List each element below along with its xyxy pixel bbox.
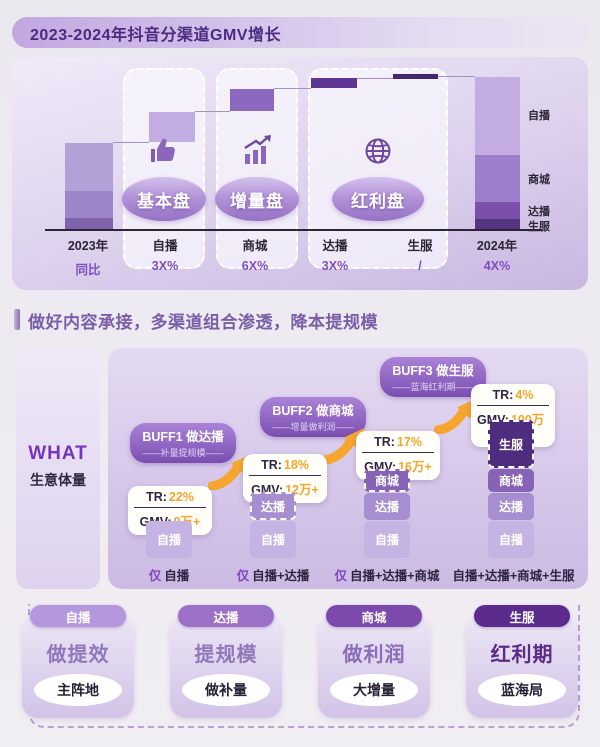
card-shangcheng-title: 做利润 <box>342 644 406 666</box>
card-shangcheng-badge: 大增量 <box>330 674 418 706</box>
stack4-block-zibo: 自播 <box>488 521 534 558</box>
buff1-pill: BUFF1 做达播 ——补量提规模—— <box>130 423 236 463</box>
growth-trend-icon <box>244 135 271 164</box>
bar-2023-seg-mid <box>65 191 113 218</box>
card-dabo-badge: 做补量 <box>182 674 270 706</box>
bar-2024-seg-shengfu <box>475 219 520 229</box>
axis-col-zibo: 自播 3X% <box>151 239 179 273</box>
page-title: 2023-2024年抖音分渠道GMV增长 <box>12 17 588 48</box>
connector-line <box>195 111 230 112</box>
group-card-bonus <box>308 68 448 269</box>
card-shengfu-tab: 生服 <box>474 605 570 627</box>
section-headline: 做好内容承接，多渠道组合渗透，降本提规模 <box>28 313 378 332</box>
stack2-block-dabo: 达播 <box>250 492 296 520</box>
bar-2023 <box>65 143 113 229</box>
stack3-block-zibo: 自播 <box>364 521 410 558</box>
stack1-block-zibo: 自播 <box>146 521 192 558</box>
connector-line <box>274 88 311 89</box>
bar-2023-seg-top <box>65 143 113 191</box>
buff3-pill: BUFF3 做生服 ——蓝海红利期—— <box>380 357 486 397</box>
step-zibo <box>149 112 195 142</box>
axis-col-dabo: 达播 3X% <box>321 239 349 273</box>
axis-col-2024: 2024年 4X% <box>476 239 518 273</box>
stack2-caption: 仅自播+达播 <box>236 569 310 583</box>
section-marker <box>14 309 20 330</box>
step-shengfu <box>393 74 438 79</box>
connector-line <box>357 78 393 79</box>
axis-col-shangcheng: 商城 6X% <box>241 239 269 273</box>
right-label-dabo: 达播 <box>528 206 550 218</box>
what-panel: WHAT 生意体量 <box>16 348 100 589</box>
axis-col-shengfu: 生服 / <box>407 239 433 273</box>
bar-2024-seg-zibo <box>475 77 520 155</box>
stack4-block-shangcheng: 商城 <box>488 469 534 492</box>
thumbs-up-icon <box>151 138 175 162</box>
channel-combo-diagram: BUFF1 做达播 ——补量提规模—— BUFF2 做商城 ——增量做利润—— … <box>108 348 588 589</box>
bar-2023-seg-bottom <box>65 218 113 229</box>
buff2-pill: BUFF2 做商城 ——增量做利润—— <box>260 397 366 437</box>
right-label-shengfu: 生服 <box>528 221 550 233</box>
badge-bonus-plate: 红利盘 <box>332 177 424 221</box>
channel-summary-cards: 自播 做提效 主阵地 达播 提规模 做补量 商城 做利润 大增量 生服 红利期 … <box>22 605 578 718</box>
badge-increment-plate: 增量盘 <box>215 177 299 221</box>
stack3-block-dabo: 达播 <box>364 493 410 520</box>
stack4-block-dabo: 达播 <box>488 493 534 520</box>
connector-line <box>438 76 475 77</box>
right-label-zibo: 自播 <box>528 110 550 122</box>
what-title: WHAT <box>28 443 88 464</box>
what-subtitle: 生意体量 <box>30 472 86 488</box>
right-label-shangcheng: 商城 <box>528 174 550 186</box>
card-shangcheng: 商城 做利润 大增量 <box>318 605 430 718</box>
page-title-text: 2023-2024年抖音分渠道GMV增长 <box>30 26 281 44</box>
bar-2024 <box>475 77 520 229</box>
card-zibo-badge: 主阵地 <box>34 674 122 706</box>
badge-base-plate: 基本盘 <box>122 177 206 221</box>
card-zibo-title: 做提效 <box>46 644 110 666</box>
connector-line <box>113 142 149 143</box>
stack4-caption: 自播+达播+商城+生服 <box>452 569 575 583</box>
card-dabo-title: 提规模 <box>194 644 258 666</box>
stack2-block-zibo: 自播 <box>250 521 296 558</box>
step-dabo <box>311 78 357 88</box>
globe-icon <box>365 138 391 164</box>
card-zibo: 自播 做提效 主阵地 <box>22 605 134 718</box>
card-dabo-tab: 达播 <box>178 605 274 627</box>
x-axis-line <box>45 229 542 231</box>
group-card-base <box>123 68 205 269</box>
stack3-caption: 仅自播+达播+商城 <box>334 569 440 583</box>
bar-2024-seg-dabo <box>475 202 520 219</box>
step-shangcheng <box>230 89 274 111</box>
card-shengfu-title: 红利期 <box>490 644 554 666</box>
card-dabo: 达播 提规模 做补量 <box>170 605 282 718</box>
bar-2024-seg-shangcheng <box>475 155 520 202</box>
axis-col-2023: 2023年 同比 <box>67 239 109 277</box>
card-shengfu: 生服 红利期 蓝海局 <box>466 605 578 718</box>
stack4-block-shengfu: 生服 <box>488 420 534 468</box>
card-zibo-tab: 自播 <box>30 605 126 627</box>
gmv-waterfall-chart: 自播 商城 达播 生服 基本盘 增量盘 红利盘 2023年 同比 自播 3X% … <box>12 57 588 290</box>
card-shangcheng-tab: 商城 <box>326 605 422 627</box>
card-shengfu-badge: 蓝海局 <box>478 674 566 706</box>
stack1-caption: 仅自播 <box>148 569 190 583</box>
stack3-block-shangcheng: 商城 <box>364 469 410 492</box>
